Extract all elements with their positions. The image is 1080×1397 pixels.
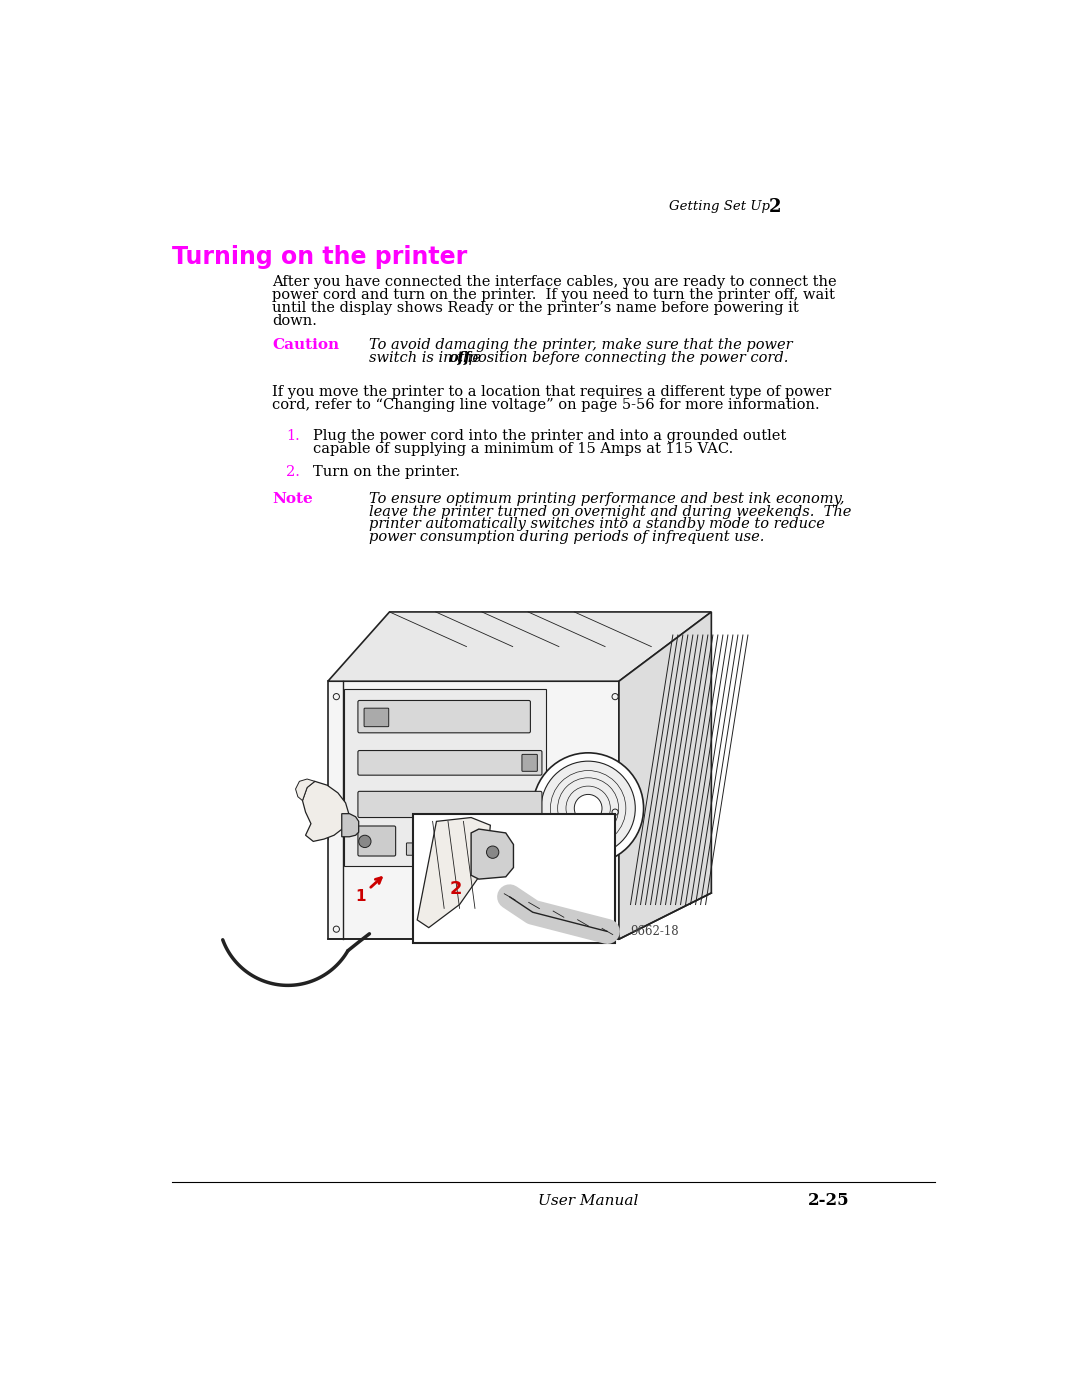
Text: 9662-18: 9662-18 (631, 925, 679, 937)
Text: switch is in the: switch is in the (368, 351, 485, 365)
Text: off: off (448, 351, 470, 365)
Circle shape (551, 887, 556, 891)
Text: 2: 2 (449, 880, 462, 898)
Text: until the display shows Ready or the printer’s name before powering it: until the display shows Ready or the pri… (272, 300, 799, 314)
FancyBboxPatch shape (357, 700, 530, 733)
Circle shape (612, 693, 618, 700)
Text: down.: down. (272, 313, 318, 327)
Text: cord, refer to “Changing line voltage” on page 5-56 for more information.: cord, refer to “Changing line voltage” o… (272, 398, 820, 412)
Circle shape (486, 847, 499, 858)
Polygon shape (328, 682, 619, 939)
Polygon shape (414, 813, 616, 943)
Text: 2-25: 2-25 (808, 1193, 849, 1210)
FancyBboxPatch shape (357, 826, 395, 856)
FancyBboxPatch shape (364, 708, 389, 726)
Circle shape (532, 753, 644, 863)
Text: 2: 2 (769, 198, 782, 217)
FancyBboxPatch shape (406, 842, 419, 855)
Circle shape (612, 809, 618, 816)
Polygon shape (302, 781, 350, 841)
Text: After you have connected the interface cables, you are ready to connect the: After you have connected the interface c… (272, 275, 837, 289)
Circle shape (334, 809, 339, 816)
Circle shape (612, 925, 618, 930)
Text: 1: 1 (355, 890, 366, 904)
Circle shape (334, 693, 339, 700)
Text: power cord and turn on the printer.  If you need to turn the printer off, wait: power cord and turn on the printer. If y… (272, 288, 835, 302)
Polygon shape (296, 780, 314, 800)
FancyBboxPatch shape (357, 750, 542, 775)
Text: power consumption during periods of infrequent use.: power consumption during periods of infr… (368, 529, 764, 543)
Polygon shape (417, 817, 490, 928)
Polygon shape (328, 612, 712, 682)
Polygon shape (471, 828, 513, 879)
Text: Getting Set Up: Getting Set Up (669, 200, 770, 212)
FancyBboxPatch shape (357, 791, 542, 817)
Polygon shape (345, 689, 545, 866)
Text: position before connecting the power cord.: position before connecting the power cor… (464, 351, 788, 365)
Text: If you move the printer to a location that requires a different type of power: If you move the printer to a location th… (272, 386, 832, 400)
Text: 1.: 1. (286, 429, 300, 443)
Text: User Manual: User Manual (538, 1194, 638, 1208)
Circle shape (575, 795, 602, 823)
FancyBboxPatch shape (430, 842, 442, 855)
FancyBboxPatch shape (522, 754, 538, 771)
Circle shape (519, 925, 525, 930)
Polygon shape (619, 612, 712, 939)
Text: To ensure optimum printing performance and best ink economy,: To ensure optimum printing performance a… (368, 492, 845, 506)
Text: Caution: Caution (272, 338, 339, 352)
Text: Turning on the printer: Turning on the printer (172, 244, 467, 268)
Circle shape (467, 879, 472, 884)
Polygon shape (341, 813, 359, 837)
Text: printer automatically switches into a standby mode to reduce: printer automatically switches into a st… (368, 517, 824, 531)
Text: Plug the power cord into the printer and into a grounded outlet: Plug the power cord into the printer and… (313, 429, 786, 443)
Circle shape (334, 926, 339, 932)
Circle shape (359, 835, 372, 848)
Circle shape (541, 761, 635, 855)
Text: 2.: 2. (286, 465, 300, 479)
Circle shape (512, 898, 517, 904)
Text: capable of supplying a minimum of 15 Amps at 115 VAC.: capable of supplying a minimum of 15 Amp… (313, 441, 733, 455)
Text: Note: Note (272, 492, 313, 506)
Text: To avoid damaging the printer, make sure that the power: To avoid damaging the printer, make sure… (368, 338, 793, 352)
Text: Turn on the printer.: Turn on the printer. (313, 465, 460, 479)
Text: leave the printer turned on overnight and during weekends.  The: leave the printer turned on overnight an… (368, 504, 851, 518)
